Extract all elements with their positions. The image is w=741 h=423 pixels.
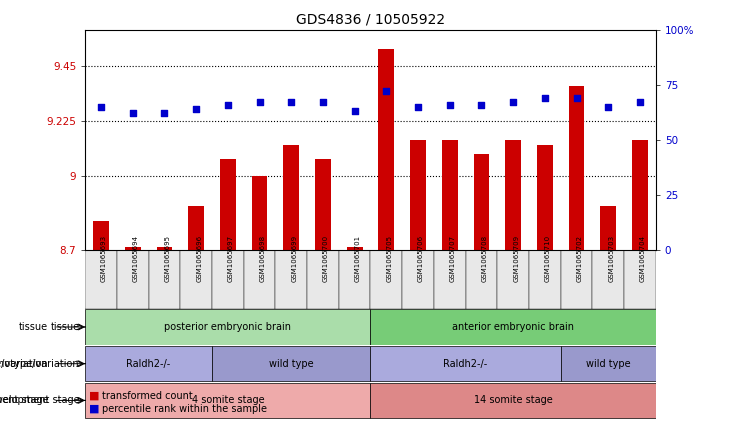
- Text: GSM1065704: GSM1065704: [640, 235, 646, 282]
- Point: [412, 103, 424, 110]
- Text: GSM1065694: GSM1065694: [133, 235, 139, 282]
- Point: [476, 101, 488, 108]
- Text: tissue: tissue: [19, 322, 48, 332]
- FancyBboxPatch shape: [244, 250, 276, 309]
- Bar: [410, 140, 426, 250]
- Point: [349, 108, 361, 115]
- Text: 14 somite stage: 14 somite stage: [473, 396, 553, 405]
- FancyBboxPatch shape: [561, 250, 592, 309]
- Text: GSM1065698: GSM1065698: [259, 235, 265, 282]
- Text: GSM1065709: GSM1065709: [513, 235, 519, 282]
- Text: development stage: development stage: [0, 396, 48, 405]
- Point: [507, 99, 519, 106]
- Bar: [600, 206, 617, 250]
- Text: GDS4836 / 10505922: GDS4836 / 10505922: [296, 13, 445, 27]
- Text: GSM1065705: GSM1065705: [386, 235, 392, 282]
- FancyBboxPatch shape: [85, 309, 370, 345]
- Text: GSM1065696: GSM1065696: [196, 235, 202, 282]
- Bar: [568, 86, 585, 250]
- Text: Raldh2-/-: Raldh2-/-: [127, 359, 170, 369]
- Point: [444, 101, 456, 108]
- Text: GSM1065708: GSM1065708: [482, 235, 488, 282]
- FancyBboxPatch shape: [624, 250, 656, 309]
- Bar: [347, 247, 362, 250]
- FancyBboxPatch shape: [497, 250, 529, 309]
- Text: GSM1065703: GSM1065703: [608, 235, 614, 282]
- FancyBboxPatch shape: [85, 346, 212, 381]
- FancyBboxPatch shape: [370, 383, 656, 418]
- Point: [95, 103, 107, 110]
- Bar: [537, 145, 553, 250]
- Point: [634, 99, 646, 106]
- Text: posterior embryonic brain: posterior embryonic brain: [165, 322, 291, 332]
- Bar: [93, 220, 109, 250]
- Bar: [188, 206, 204, 250]
- FancyBboxPatch shape: [339, 250, 370, 309]
- Point: [159, 110, 170, 117]
- FancyBboxPatch shape: [370, 346, 561, 381]
- FancyBboxPatch shape: [85, 250, 117, 309]
- FancyBboxPatch shape: [465, 250, 497, 309]
- Text: Raldh2-/-: Raldh2-/-: [443, 359, 488, 369]
- Point: [190, 105, 202, 112]
- Bar: [315, 159, 331, 250]
- Bar: [632, 140, 648, 250]
- Bar: [124, 247, 141, 250]
- Text: GSM1065697: GSM1065697: [227, 235, 234, 282]
- Point: [317, 99, 329, 106]
- Bar: [252, 176, 268, 250]
- Text: anterior embryonic brain: anterior embryonic brain: [452, 322, 574, 332]
- FancyBboxPatch shape: [370, 250, 402, 309]
- Text: genotype/variation: genotype/variation: [0, 359, 48, 369]
- Point: [127, 110, 139, 117]
- FancyBboxPatch shape: [370, 309, 656, 345]
- Bar: [379, 49, 394, 250]
- Text: GSM1065707: GSM1065707: [450, 235, 456, 282]
- FancyBboxPatch shape: [529, 250, 561, 309]
- Text: development stage: development stage: [0, 396, 79, 405]
- Text: GSM1065693: GSM1065693: [101, 235, 107, 282]
- Text: GSM1065702: GSM1065702: [576, 235, 582, 282]
- Text: ■: ■: [89, 390, 99, 401]
- Point: [539, 94, 551, 101]
- FancyBboxPatch shape: [212, 346, 370, 381]
- Point: [602, 103, 614, 110]
- Point: [571, 94, 582, 101]
- Text: tissue: tissue: [50, 322, 79, 332]
- FancyBboxPatch shape: [180, 250, 212, 309]
- FancyBboxPatch shape: [434, 250, 465, 309]
- Text: GSM1065701: GSM1065701: [355, 235, 361, 282]
- Text: GSM1065700: GSM1065700: [323, 235, 329, 282]
- Point: [380, 88, 392, 95]
- Text: percentile rank within the sample: percentile rank within the sample: [102, 404, 267, 414]
- Bar: [505, 140, 521, 250]
- FancyBboxPatch shape: [212, 250, 244, 309]
- Text: 4 somite stage: 4 somite stage: [191, 396, 265, 405]
- FancyBboxPatch shape: [402, 250, 434, 309]
- Text: wild type: wild type: [269, 359, 313, 369]
- Text: GSM1065699: GSM1065699: [291, 235, 297, 282]
- Bar: [473, 154, 489, 250]
- Text: transformed count: transformed count: [102, 390, 192, 401]
- FancyBboxPatch shape: [276, 250, 307, 309]
- FancyBboxPatch shape: [117, 250, 149, 309]
- FancyBboxPatch shape: [149, 250, 180, 309]
- Text: genotype/variation: genotype/variation: [0, 359, 79, 369]
- FancyBboxPatch shape: [307, 250, 339, 309]
- Text: GSM1065695: GSM1065695: [165, 235, 170, 282]
- Point: [222, 101, 233, 108]
- FancyBboxPatch shape: [561, 346, 656, 381]
- Bar: [283, 145, 299, 250]
- Text: wild type: wild type: [586, 359, 631, 369]
- Point: [253, 99, 265, 106]
- Text: GSM1065706: GSM1065706: [418, 235, 424, 282]
- Bar: [220, 159, 236, 250]
- Text: ■: ■: [89, 404, 99, 414]
- FancyBboxPatch shape: [592, 250, 624, 309]
- Bar: [156, 247, 173, 250]
- Bar: [442, 140, 458, 250]
- FancyBboxPatch shape: [85, 383, 370, 418]
- Point: [285, 99, 297, 106]
- Text: GSM1065710: GSM1065710: [545, 235, 551, 282]
